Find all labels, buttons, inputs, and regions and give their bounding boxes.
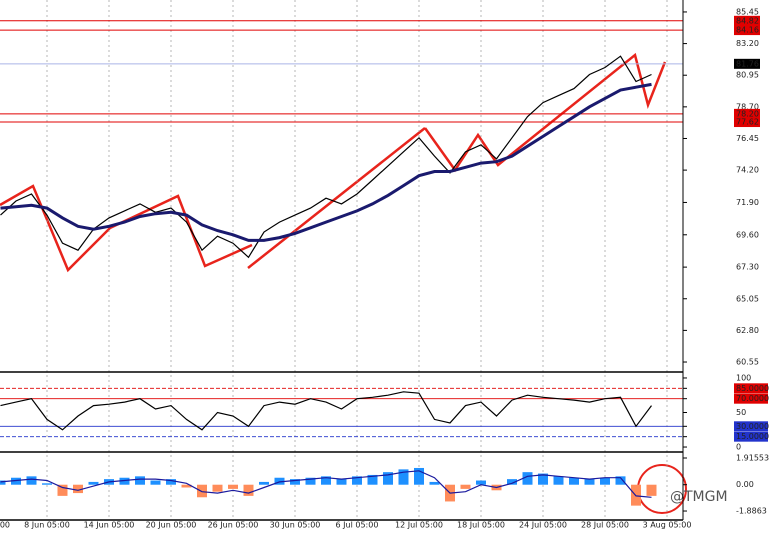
bar xyxy=(600,477,610,485)
y-tick-label: 71.90 xyxy=(736,198,759,207)
bar xyxy=(584,479,595,485)
x-tick-label: 3 Aug 05:00 xyxy=(643,521,692,530)
x-tick-label: 12 Jul 05:00 xyxy=(395,521,443,530)
y-tick-label: 30.0000 xyxy=(736,422,769,431)
y-tick-label: 80.95 xyxy=(736,71,759,80)
y-tick-label: 78.70 xyxy=(736,102,759,111)
bar xyxy=(367,474,378,485)
series-line xyxy=(0,470,652,498)
y-tick-label: 85.0000 xyxy=(736,384,769,393)
bar xyxy=(259,481,269,485)
bar xyxy=(166,479,176,485)
y-tick-label: -1.8863 xyxy=(736,507,767,516)
bar xyxy=(57,484,68,496)
level-label-box xyxy=(734,431,768,442)
watermark: @TMGM xyxy=(670,489,728,505)
y-tick-label: 74.20 xyxy=(736,166,759,175)
bar xyxy=(553,476,564,485)
bar xyxy=(336,479,347,485)
level-label-box xyxy=(734,393,768,404)
level-label: 84.82 xyxy=(736,16,759,25)
level-label-box xyxy=(734,15,760,26)
bar xyxy=(569,477,579,485)
level-label: 81.76 xyxy=(736,59,759,68)
bar xyxy=(135,476,145,485)
bar xyxy=(119,477,130,485)
y-tick-label: 15.0000 xyxy=(736,432,769,441)
x-tick-label: 00 xyxy=(0,521,10,530)
level-label-box xyxy=(734,383,768,394)
bar xyxy=(150,480,161,485)
y-tick-label: 100 xyxy=(736,373,751,382)
x-tick-label: 6 Jul 05:00 xyxy=(336,521,379,530)
bar xyxy=(398,469,409,485)
bar xyxy=(383,472,393,485)
x-tick-label: 24 Jul 05:00 xyxy=(519,521,567,530)
y-tick-label: 60.55 xyxy=(736,358,759,367)
series-line xyxy=(0,55,652,259)
level-label-box xyxy=(734,25,760,36)
bar xyxy=(197,484,207,498)
series-line xyxy=(0,82,652,242)
level-label-box xyxy=(734,58,760,69)
y-tick-label: 83.20 xyxy=(736,39,759,48)
level-label: 84.16 xyxy=(736,26,759,35)
bar xyxy=(42,483,52,485)
y-tick-label: 65.05 xyxy=(736,294,759,303)
bar xyxy=(88,481,99,485)
level-label-box xyxy=(734,117,760,128)
bar xyxy=(290,479,300,485)
y-tick-label: 69.60 xyxy=(736,230,759,239)
bar xyxy=(305,477,316,485)
bar xyxy=(352,476,362,485)
bar xyxy=(0,480,6,485)
level-label-box xyxy=(734,108,760,119)
bar xyxy=(73,484,83,494)
y-tick-label: 0 xyxy=(736,443,741,452)
level-label: 78.20 xyxy=(736,109,759,118)
bar xyxy=(274,477,285,485)
bar xyxy=(26,476,37,485)
bar xyxy=(476,480,486,485)
x-tick-label: 28 Jul 05:00 xyxy=(581,521,629,530)
bar xyxy=(460,484,471,489)
x-tick-label: 14 Jun 05:00 xyxy=(84,521,135,530)
bar xyxy=(538,473,548,485)
y-tick-label: 67.30 xyxy=(736,263,759,272)
bar xyxy=(228,484,238,489)
x-tick-label: 30 Jun 05:00 xyxy=(270,521,321,530)
x-tick-label: 8 Jun 05:00 xyxy=(24,521,70,530)
y-tick-label: 76.45 xyxy=(736,134,759,143)
bar xyxy=(11,477,21,485)
bar xyxy=(507,479,517,485)
level-label: 77.62 xyxy=(736,118,759,127)
y-tick-label: 0.00 xyxy=(736,480,754,489)
bar xyxy=(243,484,254,496)
zigzag-arrow xyxy=(0,184,253,273)
y-tick-label: 1.91553 xyxy=(736,453,769,462)
bar xyxy=(181,484,192,488)
trend-arrow xyxy=(247,127,426,269)
series-line xyxy=(0,391,652,431)
bar xyxy=(414,467,424,485)
bar xyxy=(646,484,657,496)
bar xyxy=(615,476,626,485)
bar xyxy=(429,481,440,485)
y-tick-label: 70.0000 xyxy=(736,394,769,403)
x-tick-label: 20 Jun 05:00 xyxy=(146,521,197,530)
x-tick-label: 26 Jun 05:00 xyxy=(208,521,259,530)
level-label-box xyxy=(734,421,768,432)
bar xyxy=(212,484,223,492)
x-tick-label: 18 Jul 05:00 xyxy=(457,521,505,530)
bar xyxy=(522,472,533,485)
y-tick-label: 85.45 xyxy=(736,7,759,16)
y-tick-label: 62.80 xyxy=(736,326,759,335)
bar xyxy=(321,476,331,485)
y-tick-label: 50 xyxy=(736,408,746,417)
